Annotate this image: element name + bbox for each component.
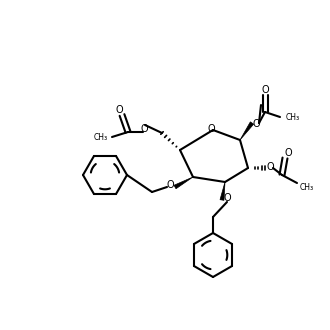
Polygon shape xyxy=(240,122,254,140)
Text: CH₃: CH₃ xyxy=(94,133,108,142)
Text: O: O xyxy=(166,180,174,190)
Text: O: O xyxy=(266,162,274,172)
Text: O: O xyxy=(252,119,260,129)
Text: O: O xyxy=(261,85,269,95)
Polygon shape xyxy=(174,177,193,189)
Polygon shape xyxy=(220,182,225,200)
Text: O: O xyxy=(207,124,215,134)
Text: O: O xyxy=(223,193,231,203)
Text: O: O xyxy=(140,124,148,134)
Text: O: O xyxy=(115,105,123,115)
Text: CH₃: CH₃ xyxy=(300,182,314,191)
Text: CH₃: CH₃ xyxy=(286,113,300,121)
Text: O: O xyxy=(284,148,292,158)
